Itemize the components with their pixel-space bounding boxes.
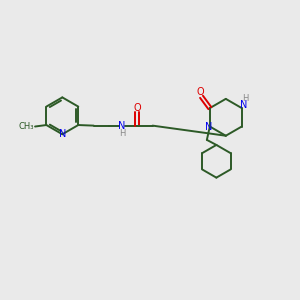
Text: N: N [118, 121, 125, 130]
Text: O: O [133, 103, 141, 113]
Text: H: H [119, 129, 125, 138]
Text: CH₃: CH₃ [18, 122, 34, 131]
Text: H: H [242, 94, 248, 103]
Text: N: N [205, 122, 212, 132]
Text: O: O [196, 87, 204, 97]
Text: N: N [240, 100, 248, 110]
Text: N: N [58, 129, 66, 139]
